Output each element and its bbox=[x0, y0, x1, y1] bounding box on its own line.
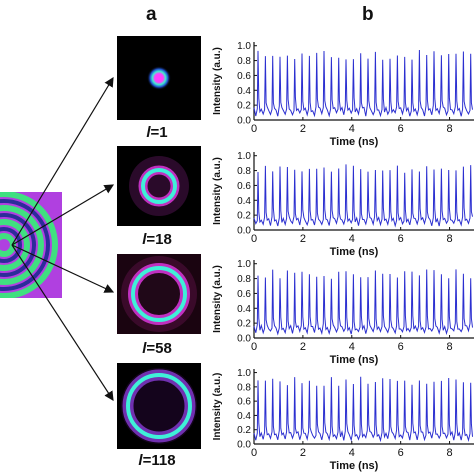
mode-label-l58: l=58 bbox=[142, 340, 172, 357]
plate-ring-4 bbox=[0, 192, 58, 298]
y-tick-label: 0.8 bbox=[237, 56, 251, 67]
mode-label-l18: l=18 bbox=[142, 231, 172, 248]
x-tick-label: 4 bbox=[349, 341, 355, 353]
y-tick-label: 0.8 bbox=[237, 382, 251, 393]
x-tick-label: 8 bbox=[446, 447, 452, 459]
y-tick-label: 0.6 bbox=[237, 181, 251, 192]
x-tick-label: 8 bbox=[446, 123, 452, 135]
beam-image-l1 bbox=[117, 36, 201, 120]
x-tick-label: 6 bbox=[398, 233, 404, 245]
y-tick-label: 0.6 bbox=[237, 71, 251, 82]
mode-label-l118: l=118 bbox=[138, 452, 176, 469]
arrow-to-l18 bbox=[11, 184, 115, 246]
beam-ring bbox=[126, 373, 192, 439]
intensity-trace bbox=[253, 376, 473, 443]
y-axis-label: Intensity (a.u.) bbox=[212, 47, 223, 115]
beam-image-l58 bbox=[117, 254, 201, 334]
plate-ring-2 bbox=[0, 219, 30, 271]
y-tick-label: 0.2 bbox=[237, 319, 251, 330]
x-tick-label: 8 bbox=[446, 233, 452, 245]
x-axis-label: Time (ns) bbox=[330, 460, 379, 472]
x-tick-label: 4 bbox=[349, 233, 355, 245]
beam-ring bbox=[131, 266, 187, 322]
y-tick-label: 0.0 bbox=[237, 226, 251, 237]
y-tick-label: 0.4 bbox=[237, 86, 251, 97]
arrow-to-l1 bbox=[11, 76, 114, 246]
x-tick-label: 0 bbox=[251, 123, 257, 135]
y-tick-label: 0.6 bbox=[237, 289, 251, 300]
y-tick-label: 0.0 bbox=[237, 440, 251, 451]
x-tick-label: 2 bbox=[300, 123, 306, 135]
x-tick-label: 0 bbox=[251, 233, 257, 245]
x-axis-label: Time (ns) bbox=[330, 246, 379, 258]
y-axis-label: Intensity (a.u.) bbox=[212, 265, 223, 333]
y-tick-label: 1.0 bbox=[237, 41, 251, 52]
x-axis-label: Time (ns) bbox=[330, 354, 379, 366]
intensity-trace bbox=[253, 164, 473, 228]
x-tick-label: 6 bbox=[398, 123, 404, 135]
x-tick-label: 6 bbox=[398, 341, 404, 353]
y-tick-label: 0.4 bbox=[237, 196, 251, 207]
arrow-to-l118 bbox=[11, 244, 114, 402]
x-tick-label: 4 bbox=[349, 123, 355, 135]
y-tick-label: 0.8 bbox=[237, 166, 251, 177]
y-tick-label: 0.6 bbox=[237, 397, 251, 408]
intensity-trace bbox=[253, 49, 473, 118]
beam-image-l18 bbox=[117, 146, 201, 226]
chart-l18: 0.0 0.2 0.4 0.6 0.8 1.0 0 2 4 6 8 Time (ns) Intensit… bbox=[212, 151, 474, 258]
y-tick-label: 0.2 bbox=[237, 211, 251, 222]
y-tick-label: 0.4 bbox=[237, 304, 251, 315]
x-tick-label: 0 bbox=[251, 447, 257, 459]
x-tick-label: 6 bbox=[398, 447, 404, 459]
y-tick-label: 0.0 bbox=[237, 334, 251, 345]
intensity-trace bbox=[253, 269, 473, 336]
y-tick-label: 1.0 bbox=[237, 259, 251, 270]
mode-label-l1: l=1 bbox=[146, 124, 168, 141]
arrow-layer bbox=[11, 76, 115, 402]
panel-b-label: b bbox=[362, 4, 374, 25]
x-tick-label: 2 bbox=[300, 233, 306, 245]
spiral-phase-plate-image bbox=[0, 192, 62, 298]
y-tick-label: 1.0 bbox=[237, 151, 251, 162]
x-tick-label: 2 bbox=[300, 447, 306, 459]
y-axis-label: Intensity (a.u.) bbox=[212, 373, 223, 441]
arrow-to-l58 bbox=[11, 244, 115, 293]
y-tick-label: 0.2 bbox=[237, 425, 251, 436]
y-tick-label: 0.0 bbox=[237, 116, 251, 127]
x-axis-label: Time (ns) bbox=[330, 136, 379, 148]
panel-a-label: a bbox=[146, 4, 157, 25]
y-tick-label: 0.2 bbox=[237, 101, 251, 112]
chart-l1: 0.0 0.2 0.4 0.6 0.8 1.0 0 2 4 6 8 Time (ns) Intensit… bbox=[212, 41, 474, 148]
x-tick-label: 4 bbox=[349, 447, 355, 459]
x-tick-label: 2 bbox=[300, 341, 306, 353]
beam-spot bbox=[147, 66, 171, 90]
plate-ring-3 bbox=[0, 205, 44, 285]
y-tick-label: 0.4 bbox=[237, 411, 251, 422]
x-tick-label: 8 bbox=[446, 341, 452, 353]
y-tick-label: 1.0 bbox=[237, 368, 251, 379]
beam-image-l118 bbox=[117, 363, 201, 449]
chart-l118: 0.0 0.2 0.4 0.6 0.8 1.0 0 2 4 6 8 Time (ns) Intensit… bbox=[212, 368, 474, 472]
beam-ring bbox=[141, 168, 177, 204]
chart-l58: 0.0 0.2 0.4 0.6 0.8 1.0 0 2 4 6 8 Time (ns) Intensit… bbox=[212, 259, 474, 366]
x-tick-label: 0 bbox=[251, 341, 257, 353]
y-axis-label: Intensity (a.u.) bbox=[212, 157, 223, 225]
y-tick-label: 0.8 bbox=[237, 274, 251, 285]
